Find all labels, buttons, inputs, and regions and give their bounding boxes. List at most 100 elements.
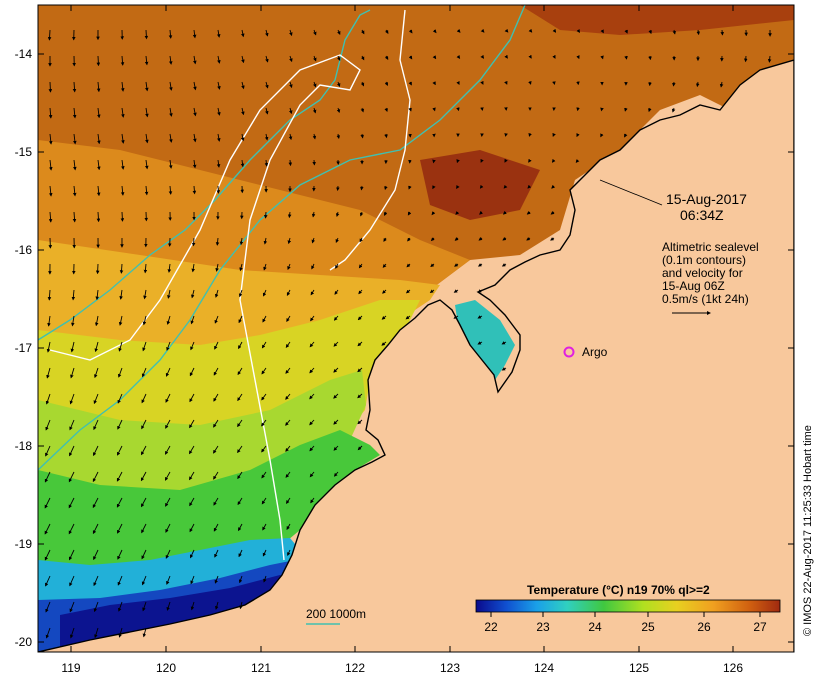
- velocity-arrow: [360, 133, 364, 139]
- velocity-arrow: [384, 107, 388, 113]
- velocity-arrow: [189, 471, 195, 481]
- velocity-arrow: [214, 341, 219, 350]
- velocity-arrow: [406, 263, 411, 268]
- velocity-arrow: [140, 497, 147, 508]
- lon-tick-label: 120: [156, 661, 176, 675]
- velocity-arrow: [480, 158, 484, 163]
- velocity-arrow: [527, 184, 532, 189]
- velocity-arrow: [381, 341, 387, 346]
- velocity-arrow: [382, 289, 387, 294]
- velocity-arrow: [552, 132, 556, 137]
- velocity-arrow: [214, 289, 219, 298]
- velocity-arrow: [144, 55, 149, 66]
- velocity-arrow: [309, 471, 315, 478]
- velocity-arrow: [503, 184, 508, 189]
- velocity-arrow: [263, 237, 268, 245]
- velocity-arrow: [456, 159, 460, 164]
- velocity-arrow: [168, 185, 173, 195]
- velocity-arrow: [357, 367, 363, 373]
- velocity-arrow: [165, 523, 171, 533]
- lon-tick-label: 122: [345, 661, 365, 675]
- velocity-arrow: [214, 575, 219, 584]
- velocity-arrow: [454, 263, 459, 267]
- velocity-arrow: [214, 549, 219, 558]
- colorbar-tick-label: 26: [697, 620, 711, 634]
- velocity-arrow: [337, 29, 341, 35]
- velocity-arrow: [265, 29, 269, 37]
- velocity-arrow: [261, 341, 267, 349]
- velocity-arrow: [238, 523, 243, 532]
- velocity-arrow: [45, 445, 51, 457]
- velocity-arrow: [68, 471, 75, 483]
- velocity-arrow: [70, 341, 75, 353]
- date-pointer: [599, 179, 663, 206]
- velocity-arrow: [501, 263, 507, 267]
- velocity-arrow: [94, 341, 99, 353]
- velocity-arrow: [289, 29, 293, 37]
- velocity-arrow: [237, 445, 243, 454]
- velocity-arrow: [143, 263, 148, 274]
- velocity-arrow: [48, 133, 53, 145]
- velocity-arrow: [289, 55, 293, 63]
- velocity-arrow: [309, 445, 315, 452]
- velocity-arrow: [384, 211, 388, 216]
- velocity-arrow: [217, 55, 221, 64]
- bathy-200m-contour-2: [38, 5, 526, 471]
- date-label: 15-Aug-2017: [666, 191, 747, 207]
- colorbar: [475, 599, 781, 613]
- velocity-arrow: [526, 237, 531, 241]
- velocity-arrow: [214, 315, 219, 324]
- velocity-arrow: [261, 367, 267, 375]
- velocity-arrow: [453, 315, 459, 319]
- bathy-1000m-contour-2: [329, 9, 411, 271]
- velocity-arrow: [286, 289, 291, 297]
- lat-tick-label: -19: [15, 537, 33, 551]
- velocity-arrow: [383, 237, 387, 242]
- argo-marker: [563, 346, 575, 358]
- velocity-arrow: [310, 497, 315, 504]
- velocity-arrow: [624, 55, 628, 60]
- altimetry-line: and velocity for: [662, 266, 743, 280]
- velocity-arrow: [141, 575, 147, 586]
- velocity-arrow: [384, 133, 388, 139]
- lat-tick-label: -20: [15, 635, 33, 649]
- velocity-arrow: [310, 315, 315, 322]
- velocity-arrow: [190, 341, 195, 351]
- velocity-arrow: [213, 523, 219, 532]
- velocity-arrow: [576, 29, 580, 34]
- velocity-arrow: [117, 419, 123, 430]
- velocity-arrow: [432, 55, 437, 60]
- velocity-arrow: [241, 81, 245, 90]
- bathy-200m-contour: [38, 9, 371, 341]
- landmass: [38, 59, 794, 652]
- velocity-arrow: [190, 549, 195, 559]
- velocity-arrow: [648, 29, 652, 35]
- velocity-arrow: [360, 55, 365, 61]
- velocity-arrow: [767, 55, 772, 63]
- velocity-arrow: [528, 28, 533, 33]
- velocity-arrow: [118, 341, 123, 352]
- velocity-arrow: [311, 237, 316, 244]
- velocity-arrow: [453, 289, 459, 293]
- velocity-arrow: [165, 549, 171, 559]
- velocity-arrow: [600, 29, 604, 34]
- velocity-arrow: [261, 419, 267, 427]
- lat-tick-label: -15: [15, 145, 33, 159]
- velocity-arrow: [286, 523, 291, 530]
- velocity-arrow: [68, 523, 75, 535]
- velocity-arrow: [215, 601, 219, 610]
- velocity-arrow: [45, 419, 51, 431]
- velocity-arrow: [45, 393, 51, 405]
- velocity-arrow: [118, 315, 123, 326]
- velocity-arrow: [456, 54, 461, 59]
- velocity-arrow: [286, 315, 291, 322]
- lat-tick-label: -14: [15, 47, 33, 61]
- velocity-arrow: [288, 107, 293, 115]
- velocity-arrow: [576, 133, 580, 138]
- velocity-arrow: [333, 445, 339, 451]
- velocity-arrow: [72, 185, 77, 197]
- velocity-arrow: [70, 367, 75, 379]
- velocity-arrow: [600, 133, 604, 138]
- velocity-arrow: [69, 419, 75, 431]
- velocity-arrow: [92, 471, 99, 483]
